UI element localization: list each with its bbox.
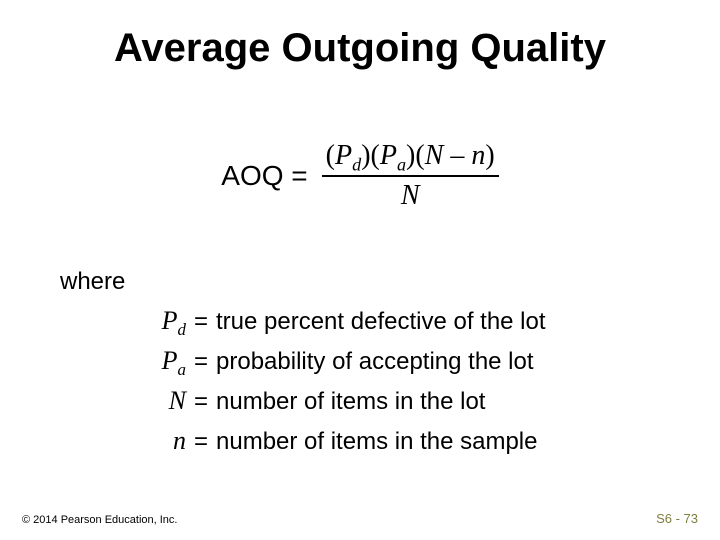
- equation-denominator: N: [397, 177, 424, 212]
- equals-sign: =: [186, 308, 216, 336]
- slide-title: Average Outgoing Quality: [0, 26, 720, 71]
- footer-copyright: © 2014 Pearson Education, Inc.: [22, 514, 177, 526]
- definition-row: Pa = probability of accepting the lot: [140, 346, 546, 376]
- where-label: where: [60, 268, 125, 296]
- definition-symbol: n: [140, 426, 186, 456]
- equation-lhs: AOQ =: [221, 160, 307, 192]
- equation-fraction: (Pd)(Pa)(N – n) N: [322, 140, 499, 212]
- definition-text: probability of accepting the lot: [216, 348, 534, 376]
- definition-row: Pd = true percent defective of the lot: [140, 306, 546, 336]
- footer-page-number: S6 - 73: [656, 511, 698, 526]
- definition-symbol: N: [140, 386, 186, 416]
- equation-numerator: (Pd)(Pa)(N – n): [322, 140, 499, 175]
- definition-row: n = number of items in the sample: [140, 426, 546, 456]
- definition-text: true percent defective of the lot: [216, 308, 546, 336]
- definitions-list: Pd = true percent defective of the lot P…: [140, 306, 546, 466]
- equation-row: AOQ = (Pd)(Pa)(N – n) N: [0, 140, 720, 212]
- definition-text: number of items in the sample: [216, 428, 537, 456]
- definition-symbol: Pa: [140, 346, 186, 376]
- definition-text: number of items in the lot: [216, 388, 485, 416]
- definition-symbol: Pd: [140, 306, 186, 336]
- definition-row: N = number of items in the lot: [140, 386, 546, 416]
- equals-sign: =: [186, 388, 216, 416]
- slide: Average Outgoing Quality AOQ = (Pd)(Pa)(…: [0, 0, 720, 540]
- equals-sign: =: [186, 428, 216, 456]
- equals-sign: =: [186, 348, 216, 376]
